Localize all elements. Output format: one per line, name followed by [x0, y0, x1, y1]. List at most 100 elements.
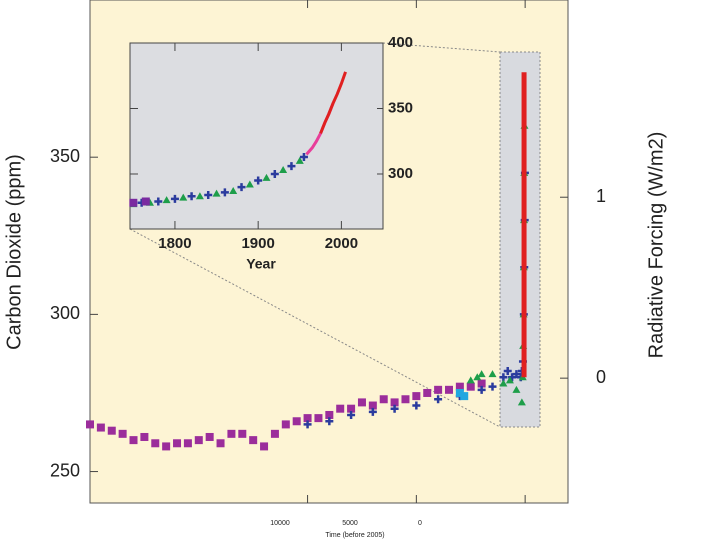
y-tick-label: 300 — [388, 165, 413, 182]
triangle-marker — [473, 373, 482, 381]
square-marker — [412, 392, 421, 401]
star-marker — [488, 382, 497, 391]
square-marker — [466, 382, 475, 391]
square-marker — [281, 420, 290, 429]
star-marker — [220, 188, 229, 197]
square-marker — [401, 395, 410, 404]
star-marker — [204, 190, 213, 199]
square-marker — [86, 420, 94, 429]
y-axis-label: Carbon Dioxide (ppm) — [3, 154, 25, 350]
triangle-marker — [179, 193, 188, 201]
star-marker — [390, 404, 399, 413]
triangle-marker — [229, 187, 238, 195]
star-marker — [287, 162, 296, 171]
zoom-box — [499, 51, 541, 428]
square-marker — [227, 429, 236, 438]
x-tick-label: 1900 — [241, 235, 274, 252]
star-marker — [237, 183, 246, 192]
triangle-marker — [162, 196, 171, 204]
square-marker — [477, 379, 486, 388]
square-marker — [129, 436, 138, 445]
square-marker — [216, 439, 225, 448]
y-tick-label: 300 — [50, 303, 80, 323]
triangle-marker — [517, 398, 526, 406]
square-marker — [314, 414, 323, 423]
triangle-marker — [295, 156, 304, 164]
triangle-marker — [245, 180, 254, 188]
star-marker — [254, 176, 263, 185]
square-marker — [434, 385, 443, 394]
square-marker — [238, 429, 247, 438]
star-marker — [434, 395, 443, 404]
y-tick-label: 400 — [388, 34, 413, 51]
connector — [129, 228, 501, 428]
star-marker — [170, 194, 179, 203]
star-marker — [325, 417, 334, 426]
square-marker — [173, 439, 182, 448]
star-marker — [270, 169, 279, 178]
x-tick-label: 5000 — [342, 520, 358, 527]
connector — [382, 42, 501, 53]
triangle-marker — [195, 192, 204, 200]
x-tick-label: 1800 — [158, 235, 191, 252]
square-marker — [325, 410, 334, 419]
square-marker — [249, 436, 258, 445]
star-marker — [508, 373, 517, 382]
y-tick-label: 350 — [388, 99, 413, 116]
star-marker — [512, 370, 521, 379]
square-marker — [205, 432, 214, 441]
square-marker — [129, 198, 138, 207]
square-marker — [141, 197, 150, 206]
square-marker — [292, 417, 301, 426]
square-marker — [336, 404, 345, 413]
star-marker — [303, 420, 312, 429]
triangle-marker — [499, 379, 508, 387]
x-tick-label: 10000 — [270, 520, 290, 527]
y2-tick-label: 1 — [596, 186, 606, 206]
star-marker — [187, 192, 196, 201]
star-marker — [299, 152, 308, 161]
square-marker — [368, 401, 377, 410]
square-marker — [455, 388, 464, 397]
square-marker — [455, 382, 464, 391]
y-tick-label: 250 — [50, 460, 80, 480]
square-marker — [460, 392, 469, 401]
triangle-marker — [279, 166, 288, 174]
x-tick-label: 0 — [418, 520, 422, 527]
y2-axis-label: Radiative Forcing (W/m2) — [645, 132, 667, 359]
square-marker — [270, 429, 279, 438]
square-marker — [183, 439, 192, 448]
square-marker — [390, 398, 399, 407]
x-tick-label: 2000 — [325, 235, 358, 252]
y2-tick-label: 0 — [596, 367, 606, 387]
y-tick-label: 350 — [50, 146, 80, 166]
triangle-marker — [466, 376, 475, 384]
square-marker — [357, 398, 366, 407]
triangle-marker — [505, 376, 514, 384]
square-marker — [107, 426, 116, 435]
square-marker — [444, 385, 453, 394]
triangle-marker — [488, 370, 497, 378]
square-marker — [140, 432, 149, 441]
star-marker — [368, 407, 377, 416]
square-marker — [118, 429, 127, 438]
square-marker — [194, 436, 203, 445]
square-marker — [151, 439, 160, 448]
square-marker — [162, 442, 171, 451]
star-marker — [412, 401, 421, 410]
square-marker — [260, 442, 269, 451]
triangle-marker — [512, 385, 521, 393]
square-marker — [96, 423, 105, 432]
triangle-marker — [262, 173, 271, 181]
square-marker — [379, 395, 388, 404]
star-marker — [154, 197, 163, 206]
square-marker — [423, 388, 432, 397]
triangle-marker — [477, 370, 486, 378]
square-marker — [347, 404, 356, 413]
triangle-marker — [212, 189, 221, 197]
x-axis-label: Time (before 2005) — [325, 532, 384, 539]
star-marker — [347, 410, 356, 419]
star-marker — [477, 385, 486, 394]
series-line — [319, 71, 347, 134]
